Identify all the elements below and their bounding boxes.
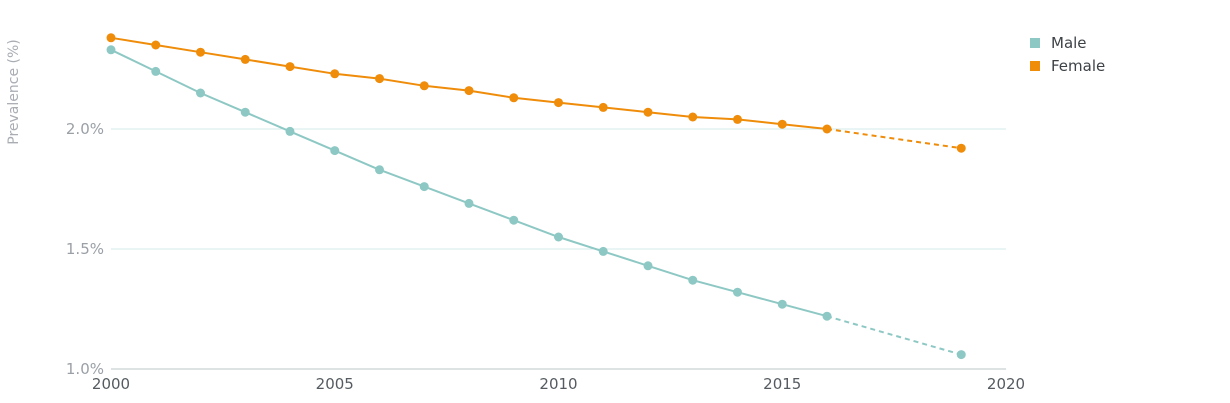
data-point-female[interactable] [464,86,474,96]
y-tick-label: 2.0% [66,120,104,138]
grid-lines [111,128,1006,250]
data-point-male[interactable] [464,198,474,208]
data-point-male[interactable] [733,287,742,297]
x-tick-label: 2005 [316,375,354,393]
axes: 1.0% 1.5% 2.0% 2000 2005 2010 2015 2020 [66,120,1025,393]
data-point-female[interactable] [106,33,116,43]
data-point-female[interactable] [822,124,832,134]
legend: Male Female [1030,31,1105,77]
data-point-male[interactable] [822,311,832,321]
data-point-male[interactable] [554,232,563,242]
data-point-female[interactable] [285,62,295,72]
data-point-male[interactable] [419,182,429,192]
y-axis-label: Prevalence (%) [6,39,22,145]
legend-label-female: Female [1051,56,1106,75]
data-point-male[interactable] [643,261,653,271]
y-tick-label: 1.0% [66,360,104,378]
data-point-male[interactable] [196,88,205,98]
data-point-male[interactable] [688,275,698,285]
legend-swatch-female [1030,60,1040,71]
x-tick-label: 2015 [763,375,801,393]
x-tick-label: 2010 [539,375,577,393]
data-point-female[interactable] [419,81,429,91]
data-point-female[interactable] [777,119,787,129]
x-tick-label: 2000 [92,375,130,393]
data-point-female[interactable] [598,102,608,112]
data-point-female[interactable] [733,114,742,124]
data-point-male[interactable] [330,146,340,156]
data-point-female[interactable] [643,107,653,117]
data-point-female[interactable] [196,47,205,57]
projection-point-male[interactable] [956,350,966,360]
legend-item-male[interactable]: Male [1030,31,1105,54]
data-point-male[interactable] [106,45,116,55]
series-group [106,33,966,360]
data-point-male[interactable] [375,165,384,175]
series-line-female [110,36,828,130]
data-point-female[interactable] [151,40,161,50]
data-point-female[interactable] [330,69,340,79]
legend-item-female[interactable]: Female [1030,54,1105,77]
data-point-male[interactable] [240,107,250,117]
data-point-male[interactable] [285,126,295,136]
data-point-male[interactable] [509,215,519,225]
legend-swatch-male [1030,37,1040,48]
series-projection-female [826,128,962,150]
data-point-female[interactable] [509,93,519,103]
data-point-male[interactable] [151,66,161,76]
data-point-female[interactable] [375,74,384,84]
data-point-female[interactable] [240,54,250,64]
legend-label-male: Male [1051,33,1087,52]
x-tick-label: 2020 [987,375,1025,393]
data-point-male[interactable] [598,246,608,256]
projection-point-female[interactable] [956,143,966,153]
data-point-male[interactable] [777,299,787,309]
y-tick-label: 1.5% [66,240,104,258]
series-projection-male [826,315,962,356]
data-point-female[interactable] [688,112,698,122]
data-point-female[interactable] [554,98,563,108]
